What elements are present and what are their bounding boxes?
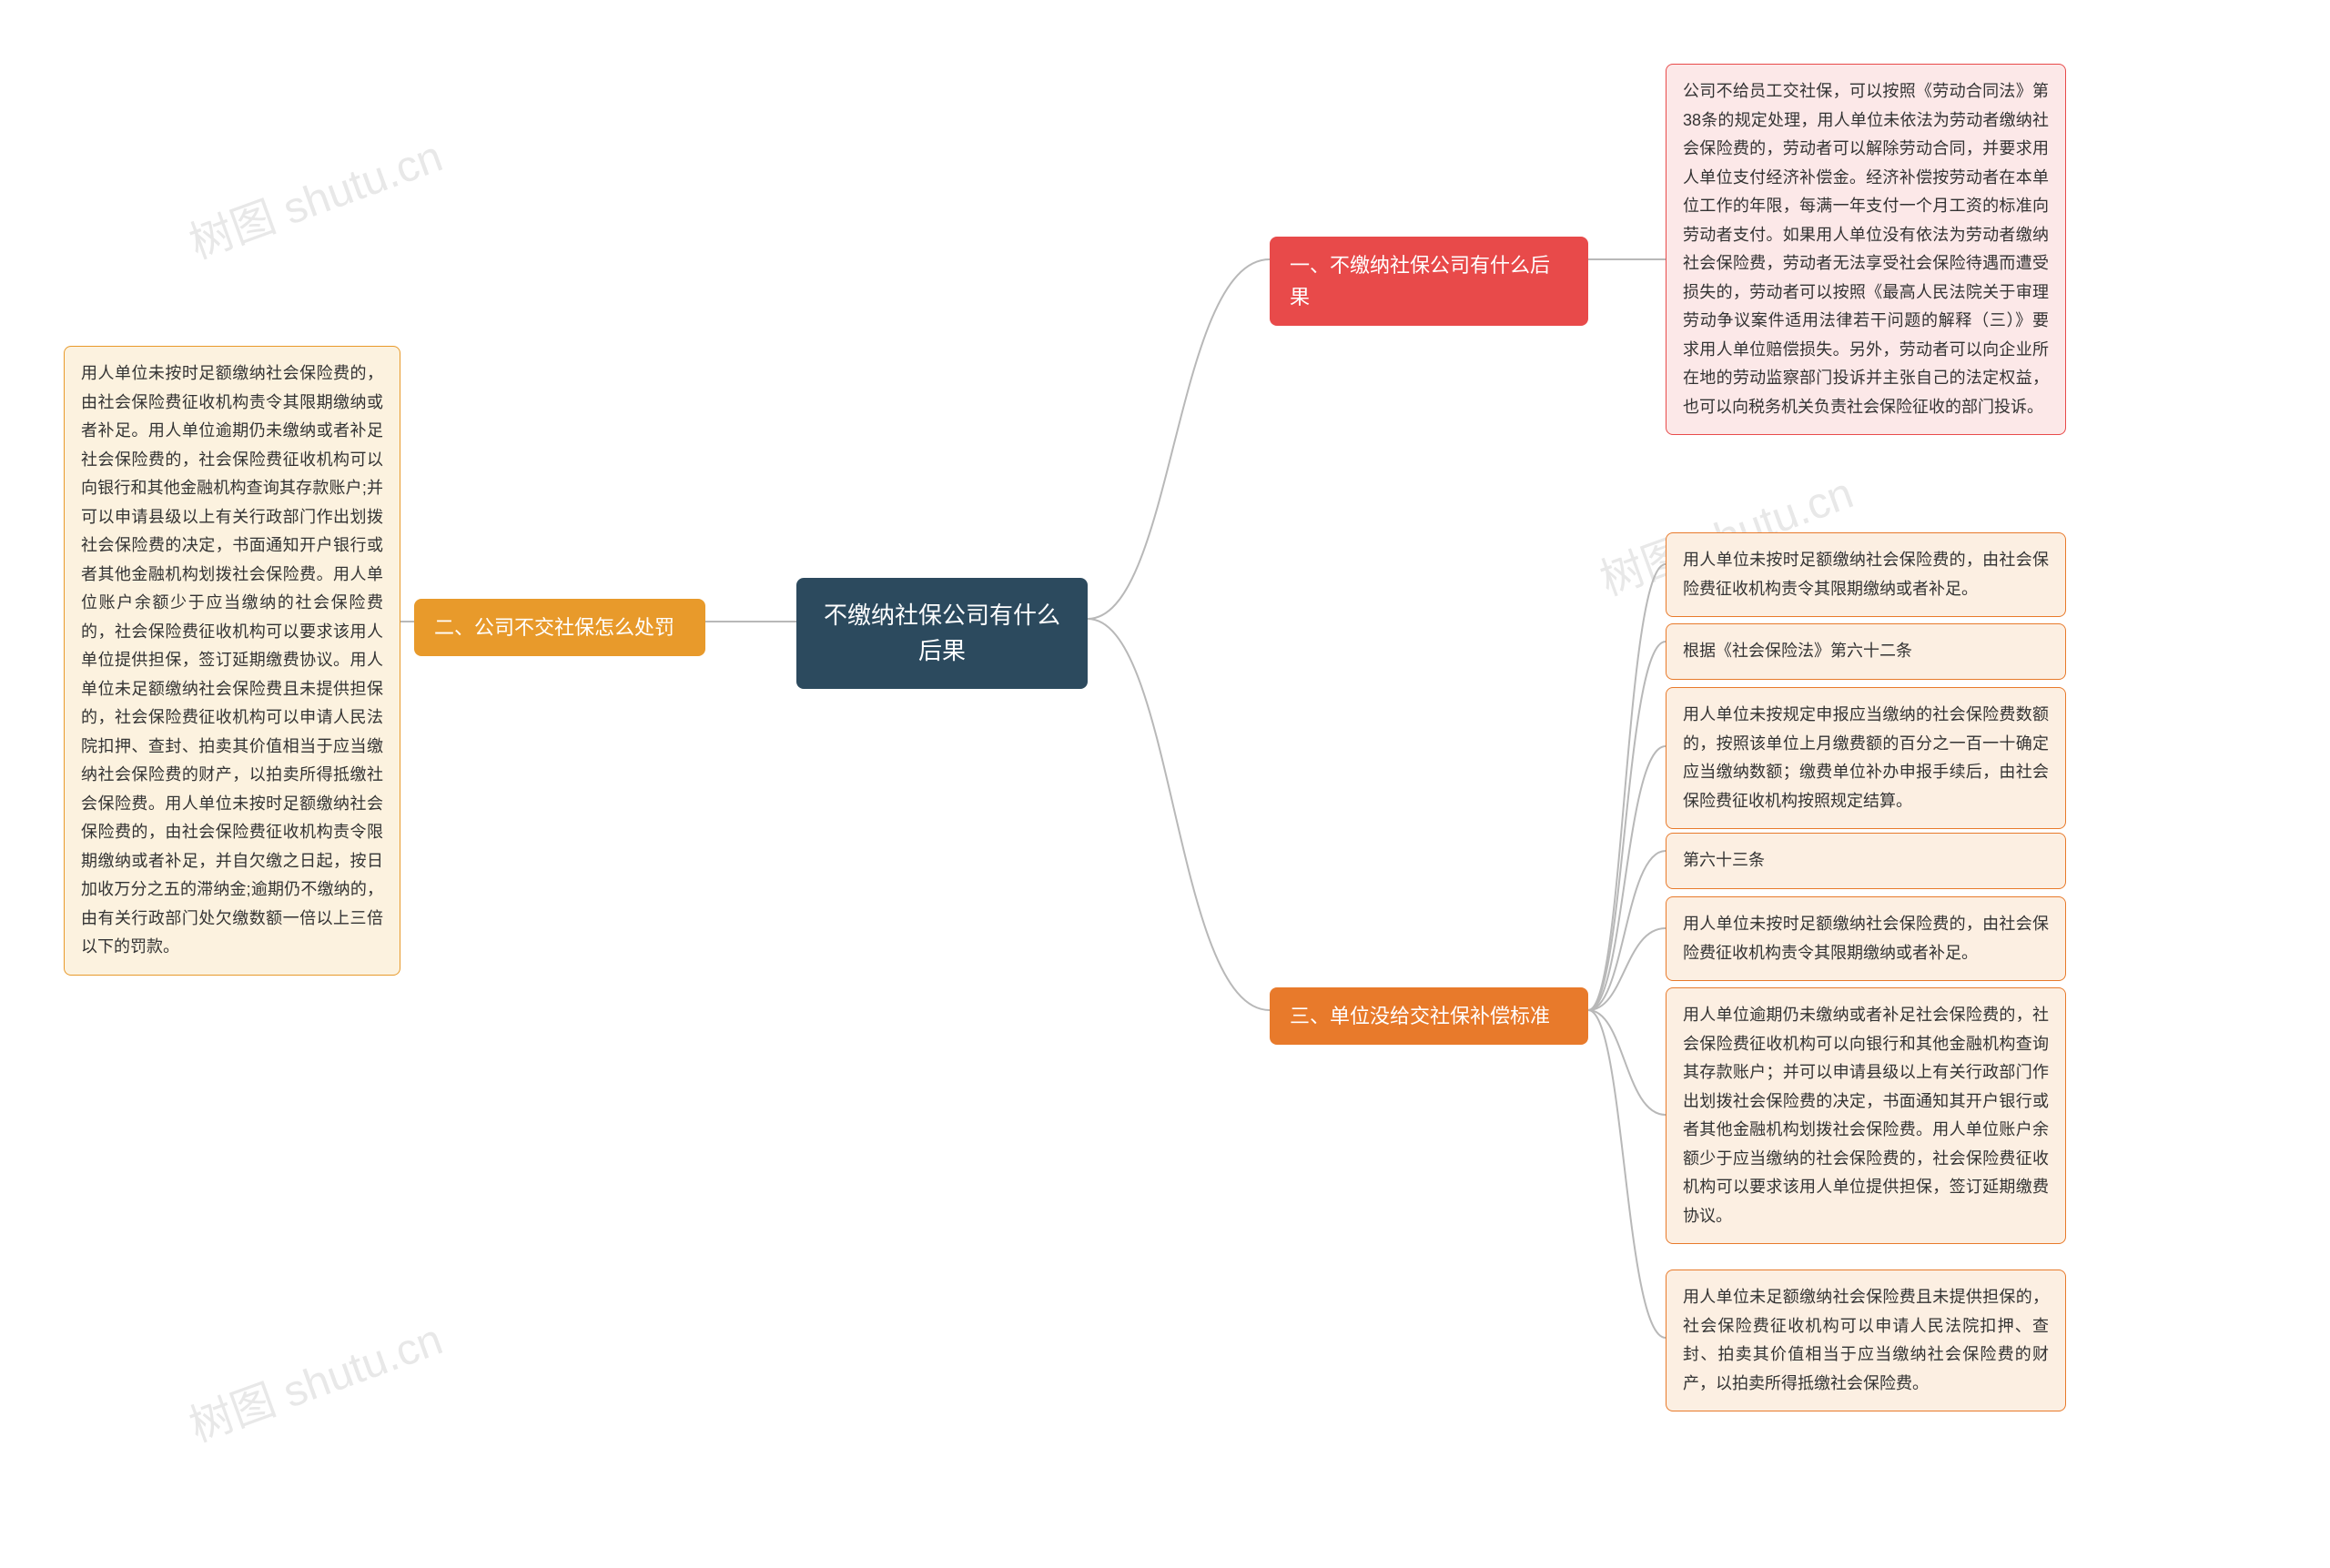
leaf-node-3-6[interactable]: 用人单位逾期仍未缴纳或者补足社会保险费的，社会保险费征收机构可以向银行和其他金融… (1666, 987, 2066, 1244)
leaf-node-3-7[interactable]: 用人单位未足额缴纳社会保险费且未提供担保的，社会保险费征收机构可以申请人民法院扣… (1666, 1270, 2066, 1411)
leaf-node-2-1[interactable]: 用人单位未按时足额缴纳社会保险费的，由社会保险费征收机构责令其限期缴纳或者补足。… (64, 346, 400, 976)
branch-node-1[interactable]: 一、不缴纳社保公司有什么后果 (1270, 237, 1588, 326)
leaf-node-3-2[interactable]: 根据《社会保险法》第六十二条 (1666, 623, 2066, 680)
leaf-node-3-3[interactable]: 用人单位未按规定申报应当缴纳的社会保险费数额的，按照该单位上月缴费额的百分之一百… (1666, 687, 2066, 829)
leaf-node-3-4[interactable]: 第六十三条 (1666, 833, 2066, 889)
leaf-node-1-1[interactable]: 公司不给员工交社保，可以按照《劳动合同法》第38条的规定处理，用人单位未依法为劳… (1666, 64, 2066, 435)
branch-node-3[interactable]: 三、单位没给交社保补偿标准 (1270, 987, 1588, 1045)
leaf-node-3-5[interactable]: 用人单位未按时足额缴纳社会保险费的，由社会保险费征收机构责令其限期缴纳或者补足。 (1666, 896, 2066, 981)
center-node[interactable]: 不缴纳社保公司有什么后果 (796, 578, 1088, 689)
leaf-node-3-1[interactable]: 用人单位未按时足额缴纳社会保险费的，由社会保险费征收机构责令其限期缴纳或者补足。 (1666, 532, 2066, 617)
watermark: 树图 shutu.cn (179, 120, 450, 270)
branch-node-2[interactable]: 二、公司不交社保怎么处罚 (414, 599, 705, 656)
watermark: 树图 shutu.cn (179, 1303, 450, 1453)
